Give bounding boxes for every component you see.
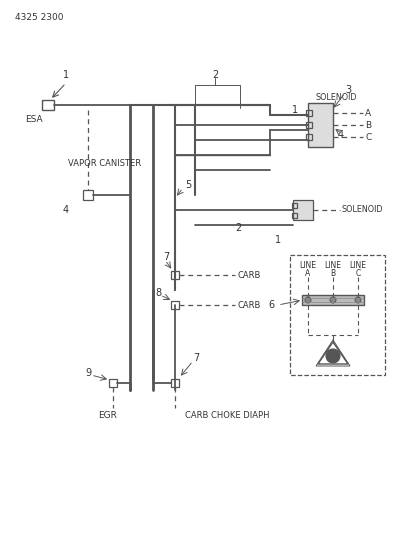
Bar (83, 190, 93, 200)
Text: CARB CHOKE DIAPH: CARB CHOKE DIAPH (185, 410, 270, 419)
Text: B: B (365, 120, 371, 130)
Text: 7: 7 (163, 252, 169, 262)
Text: CARB: CARB (237, 301, 260, 310)
Bar (109, 379, 117, 387)
Text: 6: 6 (268, 300, 274, 310)
Bar (171, 379, 179, 387)
Bar (171, 271, 179, 279)
Text: 1: 1 (292, 105, 298, 115)
Text: 2: 2 (212, 70, 218, 80)
Text: 8: 8 (155, 288, 161, 298)
Bar (306, 122, 312, 128)
Text: 3: 3 (345, 85, 351, 95)
Text: 1: 1 (63, 70, 69, 80)
Text: 5: 5 (185, 180, 191, 190)
Bar (171, 301, 179, 309)
Text: B: B (330, 270, 335, 279)
Text: C: C (355, 270, 361, 279)
Circle shape (355, 297, 361, 303)
Text: SOLENOID: SOLENOID (341, 206, 383, 214)
Text: ESA: ESA (25, 115, 43, 124)
Text: A: A (305, 270, 310, 279)
Bar (308, 103, 333, 147)
Text: EGR: EGR (99, 410, 118, 419)
Text: 7: 7 (193, 353, 199, 363)
Text: 4: 4 (338, 130, 344, 140)
Text: LINE: LINE (324, 261, 341, 270)
Circle shape (305, 297, 311, 303)
Text: 4: 4 (63, 205, 69, 215)
Circle shape (326, 349, 340, 363)
Text: 4325 2300: 4325 2300 (15, 13, 64, 22)
Text: LINE: LINE (299, 261, 317, 270)
Bar (42, 100, 54, 110)
Text: VAPOR CANISTER: VAPOR CANISTER (68, 158, 141, 167)
Text: SOLENOID: SOLENOID (316, 93, 357, 101)
Text: LINE: LINE (350, 261, 366, 270)
Text: 1: 1 (275, 235, 281, 245)
Bar (302, 295, 364, 305)
Bar (291, 213, 297, 217)
Text: A: A (365, 109, 371, 117)
Bar (290, 255, 385, 375)
Bar (293, 200, 313, 220)
Circle shape (330, 297, 336, 303)
Text: C: C (365, 133, 371, 141)
Bar (291, 203, 297, 207)
Text: 9: 9 (85, 368, 91, 378)
Bar (306, 134, 312, 140)
Text: 2: 2 (235, 223, 241, 233)
Bar (306, 110, 312, 116)
Text: CARB: CARB (237, 271, 260, 279)
